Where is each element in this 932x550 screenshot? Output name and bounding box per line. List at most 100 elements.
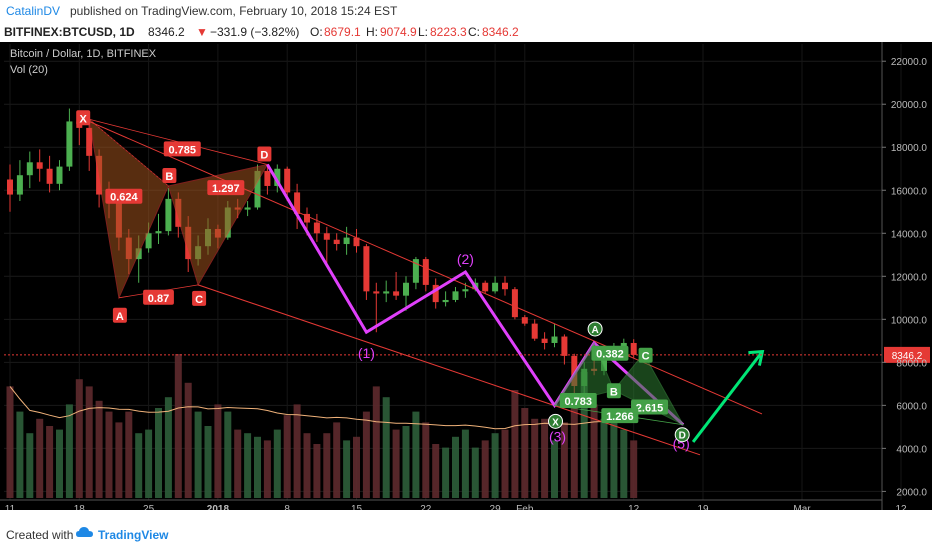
volume-bar	[283, 415, 291, 498]
volume-bar	[402, 426, 410, 498]
green-d-label-bg	[674, 427, 690, 443]
volume-bar	[254, 436, 261, 498]
high-label: H:	[366, 25, 378, 39]
created-with-text: Created with	[6, 528, 74, 542]
pattern-d-label: D	[260, 149, 268, 161]
candle-body	[323, 233, 330, 240]
volume-bar	[65, 404, 73, 498]
volume-bar	[145, 429, 153, 498]
candle-body	[254, 170, 261, 208]
candle-body	[383, 291, 390, 294]
volume-bar	[234, 429, 242, 498]
wave-2-label: (2)	[457, 251, 474, 267]
time-tick-label: 12	[628, 504, 640, 510]
volume-bar	[6, 386, 14, 498]
volume-bar	[461, 429, 469, 498]
time-tick-label: 22	[420, 504, 432, 510]
chart-area[interactable]: 8346.2 X A B C D 0.624 0.785 1.297 0.87 (1) (2) (3)(…	[0, 42, 932, 515]
tradingview-brand[interactable]: TradingView	[98, 528, 169, 542]
volume-bar	[551, 440, 558, 498]
candle-body	[145, 233, 152, 249]
green-ratio-4-label-bg	[601, 408, 639, 424]
volume-bar	[580, 372, 588, 498]
volume-bar	[372, 386, 380, 498]
volume-bar	[115, 422, 123, 498]
candle-body	[56, 166, 63, 184]
price-tick-label: 14000.0	[891, 229, 928, 240]
volume-bar	[95, 400, 103, 498]
ratio-xd-label-bg	[163, 141, 201, 157]
candle-body	[452, 291, 459, 300]
time-tick-label: 25	[143, 504, 155, 510]
candle-body	[244, 207, 251, 210]
high-value: 9074.9	[380, 25, 417, 39]
green-ratio-1-label-bg	[591, 345, 629, 361]
candle-body	[26, 162, 33, 176]
candle-body	[442, 299, 449, 303]
low-value: 8223.3	[430, 25, 467, 39]
volume-bar	[362, 411, 370, 498]
green-ratio-2-label-bg	[559, 393, 597, 409]
green-x-label-bg	[548, 413, 563, 429]
candle-body	[482, 282, 489, 292]
tradingview-cloud-icon	[76, 527, 93, 537]
volume-bar	[481, 440, 489, 498]
chart-title: Bitcoin / Dollar, 1D, BITFINEX	[10, 48, 157, 60]
candle-body	[502, 282, 508, 290]
price-tick-label: 6000.0	[896, 401, 927, 412]
ratio-bd-label-bg	[207, 180, 245, 196]
publish-info: published on TradingView.com, February 1…	[70, 4, 398, 18]
channel-lower-line	[197, 284, 701, 456]
pattern-a-label: A	[116, 311, 124, 323]
green-d-label: D	[679, 431, 686, 442]
volume-bar	[570, 393, 578, 498]
volume-bar	[36, 418, 44, 498]
volume-bar	[125, 411, 133, 498]
green-ratio-3-label: 2.615	[636, 403, 664, 415]
price-tick-label: 4000.0	[896, 444, 927, 455]
candle-body	[274, 168, 281, 186]
pattern-triangle-xab	[88, 118, 170, 300]
price-tick-label: 22000.0	[891, 57, 928, 68]
volume-bar	[432, 444, 440, 498]
time-tick-label: 11	[5, 504, 16, 510]
candle-body	[521, 317, 528, 324]
close-value: 8346.2	[482, 25, 519, 39]
price-tick-label: 18000.0	[891, 143, 928, 154]
candle-body	[412, 259, 419, 283]
author-link[interactable]: CatalinDV	[6, 4, 61, 18]
projection-arrow-line	[691, 350, 764, 443]
volume-bar	[343, 440, 351, 498]
footer: Created with TradingView	[0, 518, 932, 550]
volume-bar	[610, 411, 618, 498]
symbol-header: BITFINEX:BTCUSD, 1D 8346.2 ▼ −331.9 (−3.…	[0, 22, 932, 42]
candle-body	[561, 336, 568, 356]
candle-body	[165, 198, 172, 232]
volume-bar	[85, 386, 93, 498]
volume-bar	[392, 429, 400, 498]
candle-body	[46, 168, 53, 184]
volume-bar	[273, 429, 281, 498]
wave-3-label: (3)	[549, 428, 566, 444]
volume-bar	[382, 397, 390, 498]
current-price-tag-bg	[884, 346, 930, 363]
candle-body	[551, 336, 558, 343]
volume-bar	[293, 404, 301, 498]
candle-body	[304, 213, 310, 223]
volume-bar	[105, 411, 113, 498]
candle-body	[353, 237, 360, 247]
price-tick-label: 20000.0	[891, 100, 928, 111]
green-ratio-2-label: 0.783	[564, 396, 592, 408]
pattern-overlay: 8346.2XABCD0.6240.7851.2970.87(1)(2)(3)(…	[4, 110, 930, 456]
open-value: 8679.1	[324, 25, 361, 39]
volume-bar	[184, 382, 192, 498]
volume-bar	[333, 422, 341, 498]
green-c-label-bg	[638, 347, 653, 363]
volume-bar	[511, 390, 519, 498]
volume-bar	[452, 436, 459, 498]
volume-bar	[303, 433, 311, 498]
volume-bars	[6, 354, 638, 498]
ratio-ac-label-bg	[143, 289, 174, 305]
volume-bar	[353, 436, 360, 498]
price-chart[interactable]: 8346.2XABCD0.6240.7851.2970.87(1)(2)(3)(…	[0, 42, 932, 515]
